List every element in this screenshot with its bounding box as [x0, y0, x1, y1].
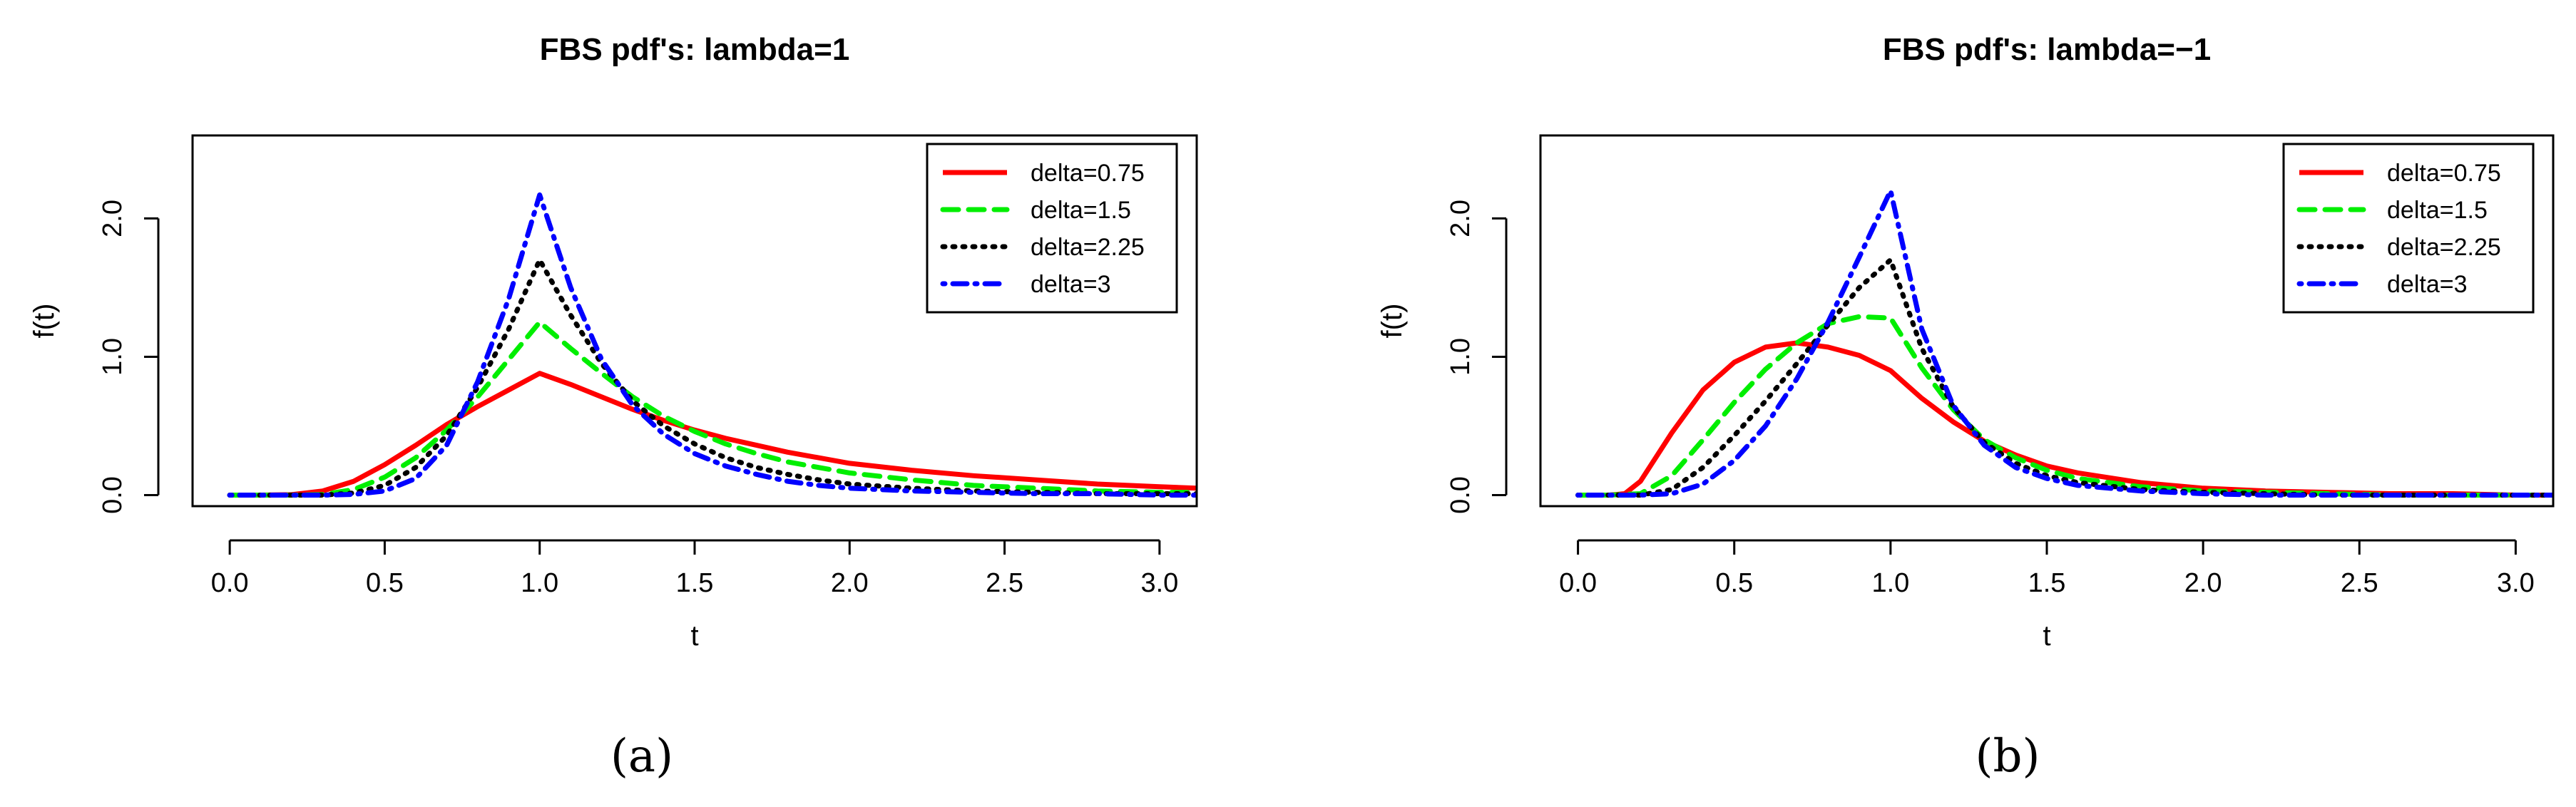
- series-group: [227, 192, 1197, 498]
- legend-label-4: delta=3: [1031, 271, 1111, 298]
- x-tick-label: 3.0: [1140, 568, 1178, 598]
- x-tick-label: 0.5: [1715, 568, 1753, 598]
- legend-label-2: delta=1.5: [2387, 197, 2488, 224]
- y-tick-label: 1.0: [1446, 338, 1476, 376]
- chart-title: FBS pdf's: lambda=1: [540, 32, 850, 67]
- legend-label-1: delta=0.75: [2387, 160, 2501, 187]
- x-tick-label: 2.5: [986, 568, 1023, 598]
- x-tick-label: 0.5: [366, 568, 404, 598]
- x-tick-label: 1.5: [2028, 568, 2066, 598]
- legend-label-4: delta=3: [2387, 271, 2468, 298]
- series-line-1: [230, 371, 1197, 498]
- y-tick-label: 0.0: [98, 476, 128, 514]
- plot-frame: [191, 134, 1198, 508]
- series-group: [1575, 188, 2553, 498]
- legend-label-3: delta=2.25: [2387, 234, 2501, 261]
- y-axis-label: f(t): [29, 304, 60, 339]
- x-tick-label: 1.0: [521, 568, 558, 598]
- x-tick-label: 0.0: [1559, 568, 1597, 598]
- plot-area: 0.0 0.5 1.0 1.5 2.0 2.5 3.0 0.0 1.0 2.0 delta=0.75…: [1446, 134, 2555, 598]
- y-tick-label: 2.0: [98, 200, 128, 237]
- y-tick-label: 0.0: [1446, 476, 1476, 514]
- series-line-4: [1575, 188, 2553, 498]
- panel-caption: (b): [1976, 730, 2040, 783]
- x-tick-label: 2.5: [2341, 568, 2378, 598]
- x-tick-label: 2.0: [831, 568, 869, 598]
- legend: delta=0.75 delta=1.5 delta=2.25 delta=3: [926, 143, 1178, 314]
- legend-label-3: delta=2.25: [1031, 234, 1145, 261]
- plot-area: 0.0 0.5 1.0 1.5 2.0 2.5 3.0 0.0 1.0 2.0 delta=0.75…: [98, 134, 1198, 598]
- series-line-4: [227, 192, 1197, 498]
- chart-panel-b: FBS pdf's: lambda=−1 0.0 0.5 1.0 1.5 2.0 2.5 3…: [1376, 32, 2555, 783]
- x-tick-label: 0.0: [211, 568, 249, 598]
- legend-label-1: delta=0.75: [1031, 160, 1145, 187]
- series-line-1: [1578, 340, 2553, 498]
- legend-label-2: delta=1.5: [1031, 197, 1131, 224]
- series-line-2: [227, 319, 1197, 498]
- legend: delta=0.75 delta=1.5 delta=2.25 delta=3: [2282, 143, 2535, 314]
- panel-caption: (a): [610, 730, 673, 783]
- y-axis-label: f(t): [1376, 304, 1408, 339]
- x-tick-label: 1.5: [676, 568, 714, 598]
- y-tick-label: 1.0: [98, 338, 128, 376]
- x-tick-label: 2.0: [2184, 568, 2222, 598]
- x-tick-label: 1.0: [1871, 568, 1909, 598]
- chart-title: FBS pdf's: lambda=−1: [1883, 32, 2211, 67]
- x-axis-label: t: [690, 620, 698, 652]
- plot-frame: [1539, 134, 2555, 508]
- x-tick-label: 3.0: [2497, 568, 2535, 598]
- x-axis-label: t: [2043, 620, 2050, 652]
- chart-panel-a: FBS pdf's: lambda=1 0.0 0.5 1.0 1.5 2.0 2.5 3.…: [29, 32, 1198, 783]
- y-tick-label: 2.0: [1446, 200, 1476, 237]
